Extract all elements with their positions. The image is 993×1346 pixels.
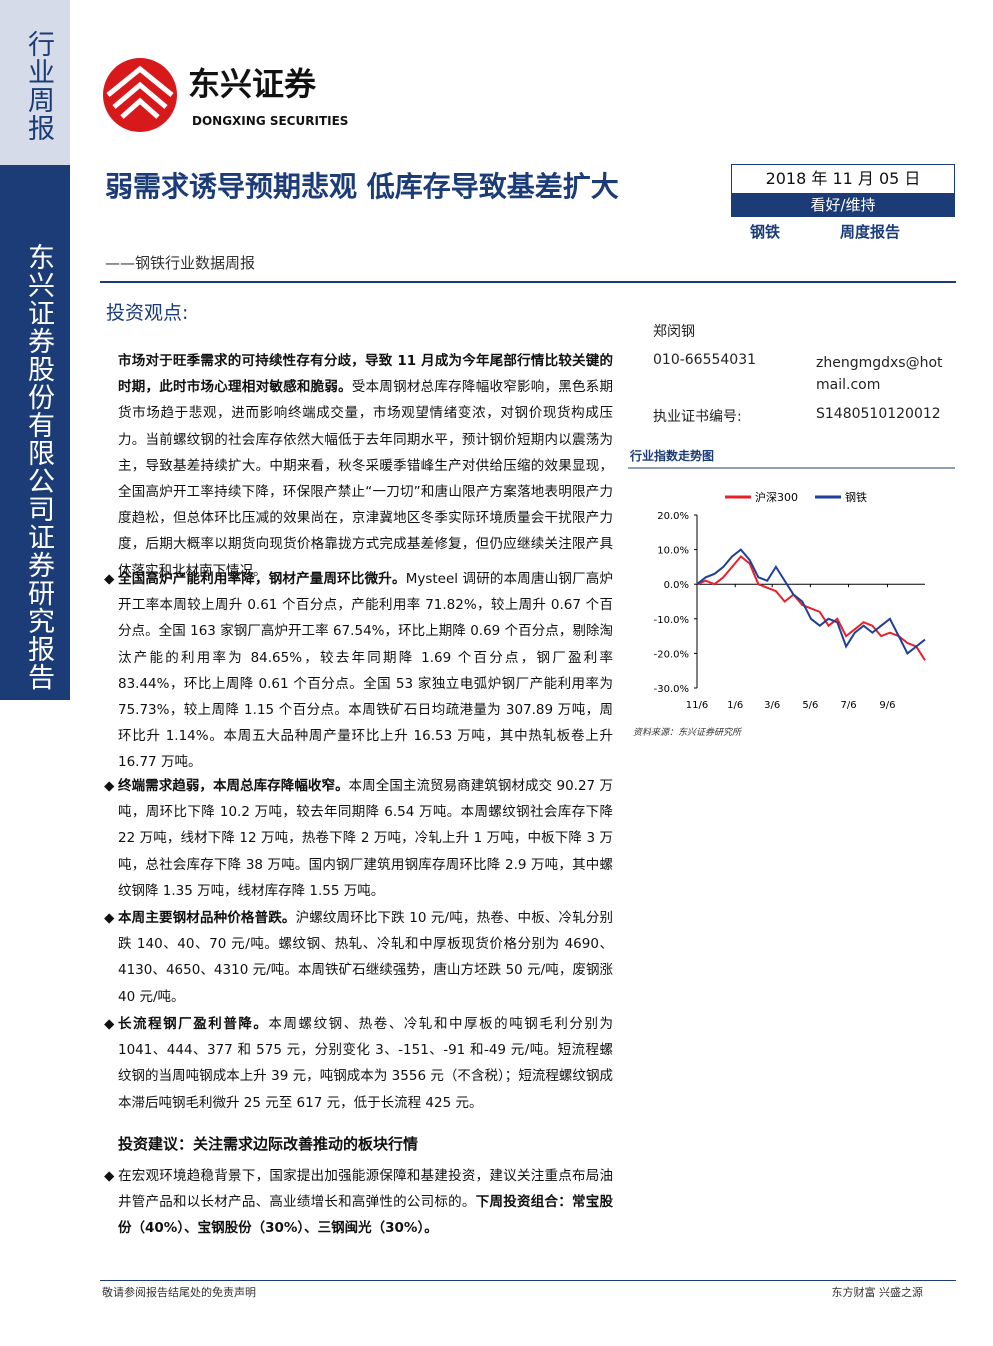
cert-no: S1480510120012 — [816, 406, 941, 422]
lead: 全国高炉产能利用率降，钢材产量周环比微升。 — [118, 571, 406, 587]
divider — [100, 281, 956, 283]
y-tick-label: -20.0% — [654, 649, 689, 660]
cert-label: 执业证书编号: — [653, 409, 742, 425]
lead: 长流程钢厂盈利普降。 — [118, 1016, 269, 1032]
series-line — [696, 555, 926, 661]
paragraph: ◆ 终端需求趋弱，本周总库存降幅收窄。本周全国主流贸易商建筑钢材成交 90.27 … — [104, 778, 614, 899]
sidebar-top: 行业周报 — [0, 0, 70, 165]
y-tick-label: -30.0% — [654, 684, 689, 695]
lead: 市场对于旺季需求的可持续性存有分歧，导致 11 月成为今年尾部行情比较关键的时期… — [118, 353, 613, 396]
advice-title: 投资建议：关注需求边际改善推动的板块行情 — [118, 1135, 419, 1153]
analyst-name: 郑闵钢 — [653, 324, 695, 340]
chart-source: 资料来源：东兴证券研究所 — [633, 727, 743, 738]
paragraph: ◆ 长流程钢厂盈利普降。本周螺纹钢、热卷、冷轧和中厚板的吨钢毛利分别为 1041、… — [104, 1016, 613, 1111]
x-tick-label: 7/6 — [841, 700, 857, 711]
logo-cn: 东兴证券 — [188, 65, 317, 103]
report-kind: 周度报告 — [840, 223, 901, 241]
x-tick-label: 5/6 — [802, 700, 818, 711]
text: 沪螺纹周环比下跌 10 元/吨，热卷、中板、冷轧分别跌 140、40、70 元/… — [118, 910, 614, 1005]
x-tick-label: 3/6 — [764, 700, 780, 711]
series-line — [696, 548, 926, 655]
paragraph: ◆ 全国高炉产能利用率降，钢材产量周环比微升。Mysteel 调研的本周唐山钢厂高… — [104, 571, 613, 771]
footer-right: 东方财富 兴盛之源 — [831, 1286, 924, 1299]
chart: 行业指数走势图 资料来源：东兴证券研究所 20.0% 10.0% 0.0% -10.0… — [628, 448, 955, 738]
paragraph: ◆ 本周主要钢材品种价格普跌。沪螺纹周环比下跌 10 元/吨，热卷、中板、冷轧分别… — [104, 910, 614, 1005]
text: 受本周钢材总库存降幅收窄影响，黑色系期货市场趋于悲观，进而影响终端成交量，市场观… — [118, 379, 614, 579]
footer-rule — [100, 1280, 956, 1281]
logo-en: DONGXING SECURITIES — [192, 114, 348, 128]
report-type: 行业周报 — [23, 30, 54, 142]
industry: 钢铁 — [750, 223, 781, 241]
x-tick-label: 11/6 — [686, 700, 708, 711]
lead: 终端需求趋弱，本周总库存降幅收窄。 — [118, 778, 349, 794]
advice: ◆ 在宏观环境趋稳背景下，国家提出加强能源保障和基建投资，建议关注重点布局油井管产… — [104, 1168, 614, 1237]
section-title: 投资观点: — [106, 302, 189, 324]
company: 东兴证券股份有限公司证券研究报告 — [23, 243, 54, 691]
analyst-email: zhengmgdxs@hotmail.com — [816, 355, 943, 393]
chart-title: 行业指数走势图 — [629, 448, 714, 463]
footer-left: 敬请参阅报告结尾处的免责声明 — [102, 1286, 256, 1299]
title: 弱需求诱导预期悲观 低库存导致基差扩大 — [105, 170, 619, 203]
x-tick-label: 1/6 — [727, 700, 743, 711]
y-tick-label: -10.0% — [654, 615, 689, 626]
subtitle: ——钢铁行业数据周报 — [105, 254, 256, 272]
y-tick-label: 0.0% — [664, 580, 689, 591]
advice-text: 在宏观环境趋稳背景下，国家提出加强能源保障和基建投资，建议关注重点布局油井管产品… — [118, 1168, 613, 1211]
text: Mysteel 调研的本周唐山钢厂高炉开工率本周较上周升 0.61 个百分点，产… — [118, 571, 613, 771]
text: 本周螺纹钢、热卷、冷轧和中厚板的吨钢毛利分别为 1041、444、377 和 5… — [118, 1016, 613, 1111]
paragraph: 市场对于旺季需求的可持续性存有分歧，导致 11 月成为今年尾部行情比较关键的时期… — [118, 348, 613, 584]
y-tick-label: 10.0% — [657, 546, 689, 557]
legend-label: 沪深300 — [755, 490, 798, 504]
logo: 东兴证券 DONGXING SECURITIES — [103, 58, 348, 132]
advice-bold: 下周投资组合：常宝股份（40%）、宝钢股份（30%）、三钢闽光（30%）。 — [118, 1194, 614, 1237]
legend-label: 钢铁 — [845, 491, 867, 504]
rating: 看好/维持 — [731, 193, 955, 217]
text: 本周全国主流贸易商建筑钢材成交 90.27 万吨，周环比下降 10.2 万吨，较… — [118, 778, 614, 899]
sidebar: 东兴证券股份有限公司证券研究报告 — [0, 165, 70, 700]
analyst-phone: 010-66554031 — [653, 352, 757, 368]
lead: 本周主要钢材品种价格普跌。 — [118, 910, 296, 926]
date: 2018 年 11 月 05 日 — [731, 164, 955, 194]
x-tick-label: 9/6 — [879, 700, 895, 711]
y-tick-label: 20.0% — [657, 511, 689, 522]
